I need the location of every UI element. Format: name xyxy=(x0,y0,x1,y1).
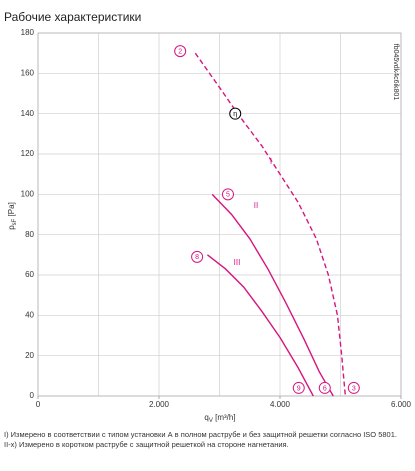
y-label-sub: sF xyxy=(12,218,18,225)
x-label-sub: V xyxy=(209,418,213,424)
footnotes: I) Измерено в соответствии с типом устан… xyxy=(4,430,404,450)
marker xyxy=(191,250,204,263)
y-tick-label: 60 xyxy=(25,270,34,279)
y-label-unit: [Pa] xyxy=(7,202,16,216)
x-tick-label: 4.000 xyxy=(270,400,291,409)
marker xyxy=(221,188,234,201)
y-tick-label: 140 xyxy=(21,109,35,118)
y-tick-label: 80 xyxy=(25,230,34,239)
x-tick-label: 0 xyxy=(36,400,41,409)
series-label: I xyxy=(270,157,272,166)
x-tick-label: 6.000 xyxy=(391,400,412,409)
marker-label: 9 xyxy=(297,385,301,392)
curve xyxy=(194,52,347,397)
x-tick-label: 2.000 xyxy=(149,400,170,409)
marker-label: 5 xyxy=(226,192,230,199)
footnote: I) Измерено в соответствии с типом устан… xyxy=(4,430,397,439)
marker-label: 3 xyxy=(352,385,356,392)
y-tick-label: 160 xyxy=(21,68,35,77)
marker-label: η xyxy=(233,111,237,118)
y-axis-label: psF [Pa] xyxy=(7,202,17,230)
marker-label: 6 xyxy=(323,385,327,392)
series-label: III xyxy=(234,258,241,267)
marker xyxy=(318,381,331,394)
marker xyxy=(174,45,187,58)
marker-label: 2 xyxy=(178,48,182,55)
x-label-main: q xyxy=(204,413,208,422)
y-tick-label: 40 xyxy=(25,310,34,319)
chart-title: Рабочие характеристики xyxy=(4,10,141,24)
curve xyxy=(211,193,334,397)
plot-frame xyxy=(37,32,402,397)
x-label-unit: [m³/h] xyxy=(215,413,235,422)
y-tick-label: 120 xyxy=(21,149,35,158)
series-label: II xyxy=(254,201,258,210)
y-tick-label: 100 xyxy=(21,189,35,198)
y-tick-label: 180 xyxy=(21,28,35,37)
marker xyxy=(229,107,242,120)
marker-label: 8 xyxy=(195,254,199,261)
marker xyxy=(292,381,305,394)
image-code: fb045vdk4c6ik801 xyxy=(392,44,399,101)
footnote: II-x) Измерено в коротком раструбе с защ… xyxy=(4,440,289,449)
curve xyxy=(206,254,314,397)
y-tick-label: 20 xyxy=(25,351,34,360)
x-axis-label: qV [m³/h] xyxy=(204,413,235,423)
marker xyxy=(347,381,360,394)
y-label-main: p xyxy=(7,225,16,230)
y-tick-label: 0 xyxy=(30,391,35,400)
chart: Рабочие характеристики psF [Pa] qV [m³/h… xyxy=(4,10,412,423)
